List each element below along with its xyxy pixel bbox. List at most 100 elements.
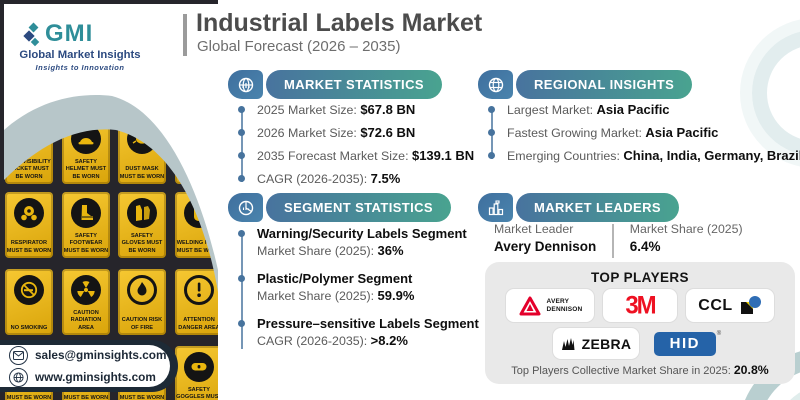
safety-label-text: Must Be Worn xyxy=(63,394,109,400)
attention-icon xyxy=(184,275,214,305)
segment-title: Pressure–sensitive Labels Segment xyxy=(257,316,479,331)
market-share-block: Market Share (2025) 6.4% xyxy=(630,222,743,254)
segment-item: Plastic/Polymer Segment Market Share (20… xyxy=(234,271,479,303)
stat-item: 2035 Forecast Market Size: $139.1 BN xyxy=(234,148,474,163)
safety-label-text: Caution Risk of Fire xyxy=(121,317,163,331)
segment-label: Market Share (2025): xyxy=(257,289,375,303)
contact-email[interactable]: sales@gminsights.com xyxy=(35,348,167,362)
safety-label-text: Safety Footwear Must Be Worn xyxy=(63,233,109,254)
region-label: Fastest Growing Market: xyxy=(507,126,642,140)
market-statistics-header: MARKET STATISTICS xyxy=(228,70,442,99)
no-smoking-icon xyxy=(14,275,44,305)
segment-value: >8.2% xyxy=(370,333,408,348)
podium-chart-icon xyxy=(478,193,513,222)
stat-item: 2025 Market Size: $67.8 BN xyxy=(234,102,474,117)
globe-grid-icon xyxy=(478,70,513,99)
3m-logo: 3M xyxy=(603,289,677,322)
safety-label-tile: Safety Footwear Must Be Worn xyxy=(62,192,110,258)
regional-insights-list: Largest Market: Asia Pacific Fastest Gro… xyxy=(484,102,800,171)
radiation-icon xyxy=(71,275,101,305)
avery-dennison-text: AVERY DENNISON xyxy=(547,298,583,314)
3m-text: 3M xyxy=(625,290,656,320)
safety-label-text: Dust Mask Must Be Worn xyxy=(119,166,165,180)
gmi-monogram: GMI xyxy=(45,20,94,47)
segment-statistics-header: SEGMENT STATISTICS xyxy=(228,193,452,222)
region-item: Fastest Growing Market: Asia Pacific xyxy=(484,125,800,140)
segment-value: 36% xyxy=(377,243,404,258)
safety-label-text: Attention Danger Area xyxy=(178,317,218,331)
top-players-title: TOP PLAYERS xyxy=(591,270,689,285)
contact-website-row[interactable]: www.gminsights.com xyxy=(9,367,170,387)
region-label: Emerging Countries: xyxy=(507,149,620,163)
top-players-row-2: ZEBRA HID ® xyxy=(485,328,795,359)
stat-label: 2025 Market Size: xyxy=(257,103,357,117)
avery-dennison-mark xyxy=(519,296,541,315)
respirator-icon xyxy=(14,198,44,228)
safety-label-tile: Caution Risk of Fire xyxy=(118,269,166,335)
avery-line1: AVERY xyxy=(546,297,570,305)
region-label: Largest Market: xyxy=(507,103,594,117)
region-value: China, India, Germany, Brazil xyxy=(623,148,800,163)
hid-logo: HID ® xyxy=(648,328,728,359)
page-title: Industrial Labels Market xyxy=(196,9,483,37)
goggles-icon xyxy=(184,352,214,382)
ccl-text: CCL xyxy=(698,296,733,314)
top-players-caption: Top Players Collective Market Share in 2… xyxy=(485,363,795,377)
region-value: Asia Pacific xyxy=(596,102,670,117)
safety-label-text: Must Be Worn xyxy=(6,394,52,400)
top-players-box: TOP PLAYERS AVERY DENNISON 3M CCL ZEBRA xyxy=(485,262,795,384)
safety-label-tile: Attention Danger Area xyxy=(175,269,218,335)
stat-value: $67.8 BN xyxy=(360,102,416,117)
avery-line2: DENNISON xyxy=(546,305,583,313)
regional-insights-header: REGIONAL INSIGHTS xyxy=(478,70,693,99)
segment-item: Warning/Security Labels Segment Market S… xyxy=(234,226,479,258)
contact-website[interactable]: www.gminsights.com xyxy=(35,370,156,384)
stat-item: 2026 Market Size: $72.6 BN xyxy=(234,125,474,140)
region-item: Emerging Countries: China, India, German… xyxy=(484,148,800,163)
safety-label-text: High Visibility Jacket Must Be Worn xyxy=(7,159,51,180)
gmi-logo: GMI Global Market Insights Insights to I… xyxy=(0,0,160,90)
envelope-icon xyxy=(9,345,28,365)
market-statistics-list: 2025 Market Size: $67.8 BN 2026 Market S… xyxy=(234,102,474,194)
segment-title: Plastic/Polymer Segment xyxy=(257,271,413,286)
gmi-tagline: Insights to Innovation xyxy=(35,63,125,72)
gmi-diamond xyxy=(30,37,40,47)
safety-label-text: Safety Gloves Must Be Worn xyxy=(121,233,163,254)
market-leaders-title: MARKET LEADERS xyxy=(516,193,679,222)
safety-label-text: Respirator Must Be Worn xyxy=(6,240,52,254)
segment-item: Pressure–sensitive Labels Segment CAGR (… xyxy=(234,316,479,348)
segment-label: Market Share (2025): xyxy=(257,244,375,258)
leader-value: Avery Dennison xyxy=(494,239,597,254)
market-statistics-title: MARKET STATISTICS xyxy=(266,70,442,99)
zebra-logo: ZEBRA xyxy=(552,328,639,359)
zebra-mark xyxy=(561,337,575,350)
ccl-logo: CCL xyxy=(686,289,774,322)
stat-label: 2035 Forecast Market Size: xyxy=(257,149,409,163)
safety-label-text: Safety Helmet Must Be Worn xyxy=(65,159,107,180)
safety-label-text: Safety Goggles Must Be Worn xyxy=(176,387,218,400)
stat-value: 7.5% xyxy=(370,171,401,186)
ccl-mark xyxy=(740,295,761,314)
share-label: Market Share (2025) xyxy=(629,222,743,236)
contact-email-row[interactable]: sales@gminsights.com xyxy=(9,345,170,365)
safety-label-text: Must Be Worn xyxy=(119,394,165,400)
vertical-divider xyxy=(612,224,614,258)
caption-value: 20.8% xyxy=(733,363,769,377)
safety-label-text: Welding Mask Must Be Worn xyxy=(176,240,218,254)
leader-label: Market Leader xyxy=(494,222,574,236)
market-leaders-header: MARKET LEADERS xyxy=(478,193,679,222)
region-value: Asia Pacific xyxy=(645,125,719,140)
title-accent-bar xyxy=(183,14,187,56)
curved-white-overlay xyxy=(4,4,218,292)
safety-label-tile: No Smoking xyxy=(5,269,53,335)
page-subtitle: Global Forecast (2026 – 2035) xyxy=(197,38,401,55)
segment-statistics-title: SEGMENT STATISTICS xyxy=(266,193,452,222)
share-value: 6.4% xyxy=(629,239,661,254)
market-leader-block: Market Leader Avery Dennison xyxy=(494,222,596,254)
globe-chart-icon xyxy=(228,70,263,99)
boots-icon xyxy=(71,198,101,228)
market-leaders-content: Market Leader Avery Dennison Market Shar… xyxy=(494,222,743,258)
pie-chart-icon xyxy=(228,193,263,222)
segment-value: 59.9% xyxy=(377,288,415,303)
